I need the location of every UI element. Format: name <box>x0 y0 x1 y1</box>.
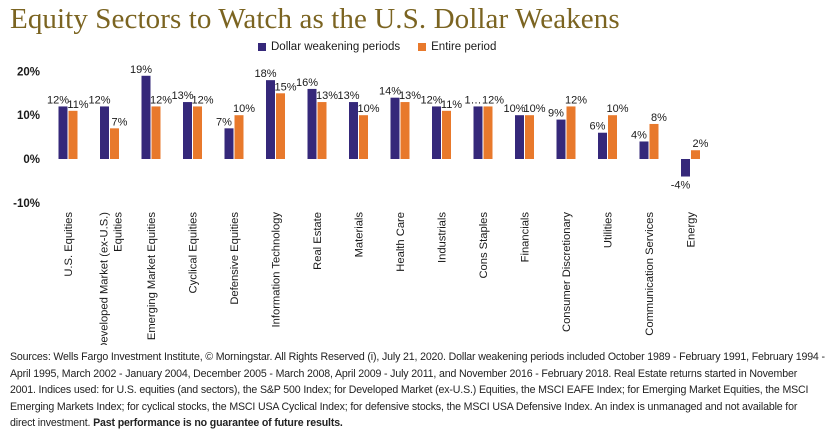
data-label-dollar-weakening: 13% <box>337 90 359 102</box>
data-label-dollar-weakening: 18% <box>254 68 276 80</box>
data-label-dollar-weakening: 13% <box>171 90 193 102</box>
bar-dollar-weakening <box>307 88 317 159</box>
data-label-entire-period: 7% <box>112 116 128 128</box>
legend-swatch-dollar-weakening <box>258 43 266 51</box>
y-tick-label: 10% <box>17 110 40 122</box>
bar-entire-period <box>442 110 451 159</box>
x-category-label: Financials <box>520 212 532 263</box>
footnote: Sources: Wells Fargo Investment Institut… <box>10 349 825 432</box>
x-category-label: Consumer Discretionary <box>561 212 573 332</box>
data-label-dollar-weakening: 12% <box>47 94 69 106</box>
legend-label-entire-period: Entire period <box>431 41 497 53</box>
bar-entire-period <box>234 115 244 159</box>
bar-entire-period <box>400 102 410 159</box>
bar-dollar-weakening <box>141 75 151 159</box>
legend-label-dollar-weakening: Dollar weakening periods <box>271 41 401 53</box>
bar-chart: 20% 10% 0% -10% U.S. Equities Developed Marke… <box>13 64 709 345</box>
x-category-label: Communication Services <box>644 212 656 336</box>
data-label-entire-period: 12% <box>565 94 587 106</box>
data-label-dollar-weakening: 19% <box>130 64 152 76</box>
data-label-dollar-weakening: 14% <box>379 86 401 98</box>
chart-title: Equity Sectors to Watch as the U.S. Doll… <box>10 3 620 35</box>
bar-entire-period <box>151 106 161 159</box>
legend-item-entire-period: Entire period <box>418 41 496 53</box>
bar-dollar-weakening <box>681 159 690 177</box>
x-category-label: Cons Staples <box>478 212 490 279</box>
data-label-entire-period: 10% <box>523 103 545 115</box>
bar-entire-period <box>649 123 659 159</box>
data-label-entire-period: 13% <box>399 90 421 102</box>
data-label-entire-period: 2% <box>693 138 709 150</box>
data-label-entire-period: 10% <box>233 103 255 115</box>
data-label-dollar-weakening: 12% <box>88 94 110 106</box>
bar-dollar-weakening <box>515 115 524 159</box>
bar-entire-period <box>525 115 534 159</box>
bar-dollar-weakening <box>390 97 400 159</box>
data-label-entire-period: 11% <box>441 99 462 111</box>
bar-dollar-weakening <box>58 106 68 159</box>
data-label-entire-period: 10% <box>606 103 628 115</box>
bar-entire-period <box>276 93 285 159</box>
bar-entire-period <box>566 106 576 159</box>
bar-dollar-weakening <box>224 128 234 159</box>
data-label-entire-period: 8% <box>651 112 667 124</box>
x-category-label: Developed Market (ex-U.S.) Equities <box>99 212 125 345</box>
footnote-disclaimer: Past performance is no guarantee of futu… <box>93 417 343 430</box>
x-category-label: Information Technology <box>271 212 283 328</box>
legend-item-dollar-weakening: Dollar weakening periods <box>258 41 400 53</box>
data-label-entire-period: 10% <box>357 103 379 115</box>
x-category-label: Utilities <box>603 212 615 248</box>
data-label-dollar-weakening: 12% <box>420 94 442 106</box>
x-category-label: Energy <box>686 212 698 248</box>
data-label-entire-period: 12% <box>191 94 213 106</box>
data-label-dollar-weakening: 9% <box>548 108 564 120</box>
bar-dollar-weakening <box>100 106 109 159</box>
data-label-dollar-weakening: 7% <box>216 116 232 128</box>
data-label-dollar-weakening: 4% <box>631 129 647 141</box>
x-category-label: U.S. Equities <box>63 212 75 277</box>
bar-entire-period <box>317 102 327 159</box>
x-category-label: Health Care <box>395 212 407 272</box>
x-category-label: Real Estate <box>312 212 324 270</box>
bar-entire-period <box>608 115 617 159</box>
x-category-label: Industrials <box>437 212 449 263</box>
data-label-dollar-weakening: 1… <box>464 94 481 106</box>
data-label-dollar-weakening: -4% <box>671 180 691 192</box>
bar-dollar-weakening <box>473 106 483 159</box>
data-label-entire-period: 12% <box>150 94 172 106</box>
bar-dollar-weakening <box>598 132 607 159</box>
bar-dollar-weakening <box>432 106 441 159</box>
bar-dollar-weakening <box>266 80 275 159</box>
chart-legend: Dollar weakening periods Entire period <box>258 41 496 53</box>
data-label-dollar-weakening: 16% <box>296 77 318 89</box>
bar-entire-period <box>68 110 78 159</box>
bar-entire-period <box>193 106 202 159</box>
x-category-label: Emerging Market Equities <box>146 212 158 340</box>
x-category-label: Materials <box>354 212 366 258</box>
bar-entire-period <box>483 106 493 159</box>
bar-dollar-weakening <box>556 119 566 159</box>
legend-swatch-entire-period <box>418 43 427 51</box>
y-tick-label: 20% <box>17 66 40 78</box>
bar-dollar-weakening <box>349 102 358 159</box>
data-label-entire-period: 15% <box>274 81 296 93</box>
data-label-entire-period: 11% <box>67 99 88 111</box>
bar-entire-period <box>359 115 368 159</box>
data-label-dollar-weakening: 10% <box>503 103 525 115</box>
y-tick-label: -10% <box>13 198 40 210</box>
bar-entire-period <box>110 128 119 159</box>
footnote-text: Sources: Wells Fargo Investment Institut… <box>10 351 825 430</box>
x-category-label: Defensive Equities <box>229 212 241 305</box>
data-label-dollar-weakening: 6% <box>590 121 606 133</box>
bar-dollar-weakening <box>639 141 649 159</box>
x-category-label: Cyclical Equities <box>188 212 200 294</box>
y-tick-label: 0% <box>23 154 40 166</box>
bar-entire-period <box>691 150 700 159</box>
bar-dollar-weakening <box>183 102 192 159</box>
data-label-entire-period: 12% <box>482 94 504 106</box>
data-label-entire-period: 13% <box>316 90 338 102</box>
